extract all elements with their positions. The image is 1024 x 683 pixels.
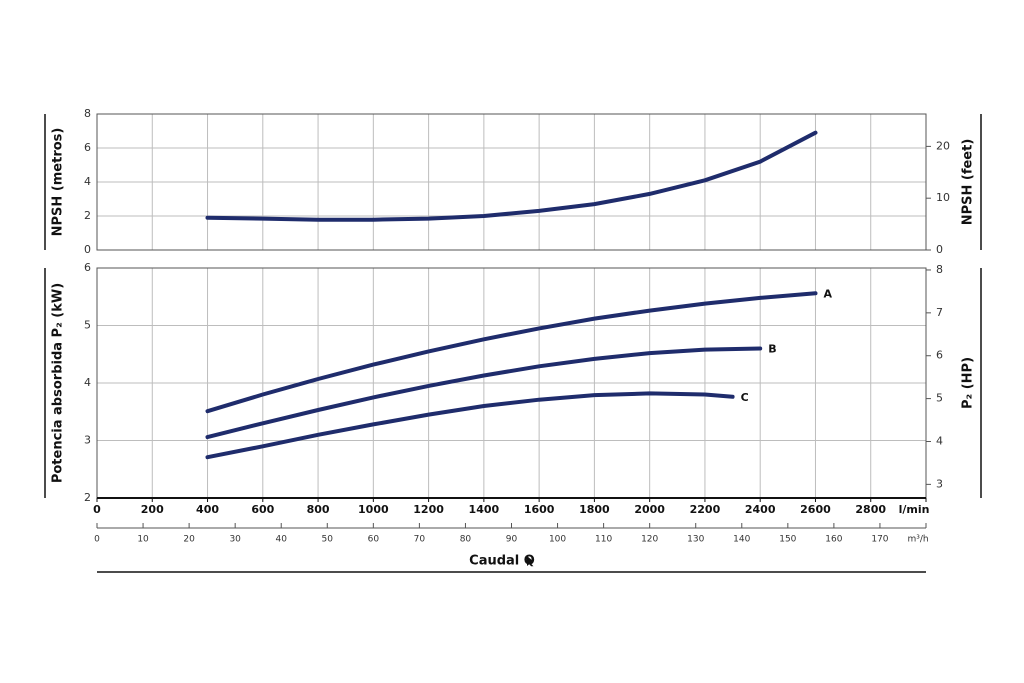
x2-tick-label: 10 <box>137 535 149 545</box>
curve <box>205 391 735 460</box>
x2-tick-label: 50 <box>322 535 334 545</box>
y2-tick-label: 10 <box>936 191 950 204</box>
y2-tick-label: 7 <box>936 306 943 319</box>
y-tick-label: 4 <box>84 175 91 188</box>
y2-tick-label: 5 <box>936 392 943 405</box>
x-tick-label: 1000 <box>358 503 389 516</box>
x2-tick-label: 60 <box>368 535 380 545</box>
x2-tick-label: 110 <box>595 535 612 545</box>
y-tick-label: 2 <box>84 209 91 222</box>
x2-tick-label: 100 <box>549 535 566 545</box>
y2-axis-title: NPSH (feet) <box>961 139 976 226</box>
x-tick-label: 2400 <box>745 503 776 516</box>
x2-tick-label: 120 <box>641 535 658 545</box>
y-tick-label: 3 <box>84 434 91 447</box>
x2-tick-label: 20 <box>183 535 195 545</box>
x-tick-label: l/min <box>899 503 930 516</box>
x-tick-label: 2800 <box>855 503 886 516</box>
x-tick-label: 2600 <box>800 503 831 516</box>
curve <box>205 130 818 222</box>
x-tick-label: 2200 <box>690 503 721 516</box>
x2-tick-label: 150 <box>779 535 796 545</box>
x-axis-title: Caudal Q <box>469 554 535 569</box>
y2-tick-label: 3 <box>936 477 943 490</box>
y2-tick-label: 20 <box>936 139 950 152</box>
x-tick-label: 200 <box>141 503 164 516</box>
y-tick-label: 6 <box>84 261 91 274</box>
y-tick-label: 2 <box>84 491 91 504</box>
x-tick-label: 1400 <box>469 503 500 516</box>
y-tick-label: 5 <box>84 319 91 332</box>
y2-tick-label: 8 <box>936 263 943 276</box>
curve-label: B <box>768 343 776 356</box>
x2-tick-label: 30 <box>229 535 241 545</box>
y-tick-label: 0 <box>84 243 91 256</box>
x2-tick-label: 80 <box>460 535 472 545</box>
y2-tick-label: 4 <box>936 434 943 447</box>
x2-tick-label: 140 <box>733 535 750 545</box>
y-axis-title: Potencia absorbida P₂ (kW) <box>51 283 66 483</box>
y2-axis-title: P₂ (HP) <box>961 357 976 409</box>
x2-tick-label: 160 <box>825 535 842 545</box>
y-axis-title: NPSH (metros) <box>51 128 66 237</box>
x2-tick-label: 90 <box>506 535 518 545</box>
x2-tick-label: 70 <box>414 535 426 545</box>
x-tick-label: 0 <box>93 503 101 516</box>
y-tick-label: 8 <box>84 107 91 120</box>
y2-tick-label: 0 <box>936 243 943 256</box>
y2-tick-label: 6 <box>936 349 943 362</box>
x-tick-label: 2000 <box>634 503 665 516</box>
curve <box>205 291 818 414</box>
x-tick-label: 800 <box>307 503 330 516</box>
x-tick-label: 600 <box>251 503 274 516</box>
plot-frame <box>96 113 927 251</box>
x-tick-label: 1600 <box>524 503 555 516</box>
x2-tick-label: 130 <box>687 535 704 545</box>
x2-tick-label: 170 <box>871 535 888 545</box>
curve-label: C <box>741 391 749 404</box>
curve-label: A <box>823 287 832 300</box>
y-tick-label: 6 <box>84 141 91 154</box>
x-tick-label: 1800 <box>579 503 610 516</box>
x-tick-label: 400 <box>196 503 219 516</box>
x2-tick-label: 40 <box>275 535 287 545</box>
x-tick-label: 1200 <box>413 503 444 516</box>
x2-tick-label: 0 <box>94 535 100 545</box>
x2-tick-label: m³/h <box>907 535 928 545</box>
arrow-icon <box>527 556 533 566</box>
curve <box>205 346 763 440</box>
y-tick-label: 4 <box>84 376 91 389</box>
